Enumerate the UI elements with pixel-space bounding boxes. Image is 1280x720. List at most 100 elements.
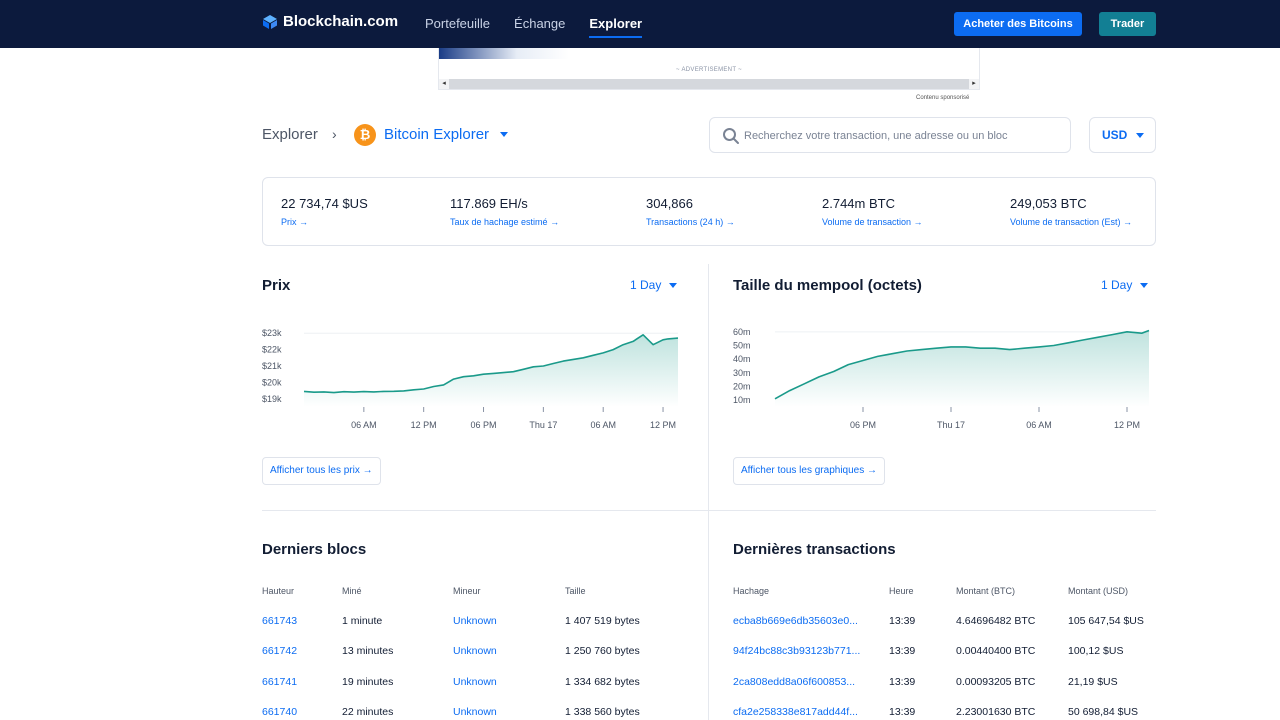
mempool-chart[interactable]: 60m 50m 40m 30m 20m 10m 06 PM Thu 17 06 AM 12 PM xyxy=(727,315,1157,435)
search-box[interactable] xyxy=(709,117,1071,153)
currency-value: USD xyxy=(1102,128,1128,142)
blockchain-logo-icon xyxy=(263,14,277,29)
breadcrumb-explorer[interactable]: Explorer xyxy=(262,126,318,143)
y-tick-label: 60m xyxy=(733,327,751,337)
chevron-down-icon xyxy=(1140,283,1149,289)
block-height-link[interactable]: 661740 xyxy=(262,706,298,718)
column-header-mined: Miné xyxy=(342,586,362,596)
x-tick-label: Thu 17 xyxy=(937,420,965,430)
transaction-amount-usd: 21,19 $US xyxy=(1068,676,1118,688)
stat-value: 22 734,74 $US xyxy=(281,196,368,211)
x-tick-label: Thu 17 xyxy=(529,420,557,430)
breadcrumb-bitcoin-explorer[interactable]: Bitcoin Explorer xyxy=(384,126,490,143)
x-tick-label: 12 PM xyxy=(411,420,437,430)
stat-link[interactable]: Volume de transaction (Est) → xyxy=(1010,217,1133,227)
logo-text: Blockchain.com xyxy=(283,13,399,30)
price-range-select[interactable]: 1 Day xyxy=(630,278,678,292)
range-value: 1 Day xyxy=(630,278,662,292)
stat-value: 117.869 EH/s xyxy=(450,196,528,211)
mempool-range-select[interactable]: 1 Day xyxy=(1101,278,1149,292)
top-navigation-bar: Blockchain.com Portefeuille Échange Expl… xyxy=(0,0,1280,48)
buy-bitcoin-button[interactable]: Acheter des Bitcoins xyxy=(954,12,1082,36)
stat-value: 304,866 xyxy=(646,196,693,211)
block-mined: 13 minutes xyxy=(342,645,394,657)
section-divider xyxy=(262,510,1156,511)
block-miner-link[interactable]: Unknown xyxy=(453,706,497,718)
transaction-hash-link[interactable]: cfa2e258338e817add44f... xyxy=(733,706,858,718)
block-miner-link[interactable]: Unknown xyxy=(453,615,497,627)
y-tick-label: 30m xyxy=(733,368,751,378)
y-tick-label: 40m xyxy=(733,354,751,364)
search-input[interactable] xyxy=(744,126,1062,146)
y-tick-label: $19k xyxy=(262,394,282,404)
column-divider xyxy=(708,264,709,720)
main-nav: Portefeuille Échange Explorer xyxy=(425,0,642,48)
y-tick-label: $21k xyxy=(262,361,282,371)
block-mined: 19 minutes xyxy=(342,676,394,688)
block-height-link[interactable]: 661743 xyxy=(262,615,298,627)
column-header-hash: Hachage xyxy=(733,586,770,596)
y-tick-label: 20m xyxy=(733,382,751,392)
stat-value: 249,053 BTC xyxy=(1010,196,1087,211)
block-height-link[interactable]: 661742 xyxy=(262,645,298,657)
transaction-hash-link[interactable]: 94f24bc88c3b93123b771... xyxy=(733,645,861,657)
ad-label: ~ ADVERTISEMENT ~ xyxy=(676,67,742,73)
bitcoin-icon: ₿ xyxy=(354,124,376,146)
transaction-amount-usd: 105 647,54 $US xyxy=(1068,615,1144,627)
chevron-down-icon[interactable] xyxy=(500,132,508,137)
series-area xyxy=(304,334,678,407)
blockchain-logo[interactable]: Blockchain.com xyxy=(262,13,398,30)
transaction-amount-btc: 4.64696482 BTC xyxy=(956,615,1036,627)
mempool-chart-title: Taille du mempool (octets) xyxy=(733,277,922,294)
scroll-right-icon[interactable]: ▸ xyxy=(969,79,979,89)
nav-echange[interactable]: Échange xyxy=(514,16,566,31)
x-tick-label: 06 AM xyxy=(590,420,616,430)
column-header-time: Heure xyxy=(889,586,914,596)
column-header-miner: Mineur xyxy=(453,586,481,596)
chevron-down-icon xyxy=(669,283,678,289)
series-area xyxy=(775,330,1149,407)
stat-link[interactable]: Prix → xyxy=(281,217,308,227)
currency-select[interactable]: USD xyxy=(1089,117,1156,153)
transaction-hash-link[interactable]: ecba8b669e6db35603e0... xyxy=(733,615,858,627)
series-line xyxy=(774,329,1150,400)
block-mined: 22 minutes xyxy=(342,706,394,718)
column-header-amount-btc: Montant (BTC) xyxy=(956,586,1016,596)
transaction-time: 13:39 xyxy=(889,645,916,657)
stat-transactions: 304,866 Transactions (24 h) → xyxy=(646,196,735,227)
transaction-hash-link[interactable]: 2ca808edd8a06f600853... xyxy=(733,676,856,688)
breadcrumb-separator: › xyxy=(332,126,337,142)
transaction-time: 13:39 xyxy=(889,706,916,718)
stat-link[interactable]: Volume de transaction → xyxy=(822,217,923,227)
block-miner-link[interactable]: Unknown xyxy=(453,645,497,657)
ad-scrollbar[interactable]: ◂ ▸ xyxy=(439,79,979,89)
nav-explorer[interactable]: Explorer xyxy=(589,0,642,48)
y-tick-label: 10m xyxy=(733,395,751,405)
search-icon xyxy=(723,128,739,144)
x-tick-label: 12 PM xyxy=(650,420,676,430)
block-size: 1 334 682 bytes xyxy=(565,676,640,688)
transaction-amount-usd: 50 698,84 $US xyxy=(1068,706,1139,718)
stat-link[interactable]: Taux de hachage estimé → xyxy=(450,217,560,227)
transaction-amount-btc: 2.23001630 BTC xyxy=(956,706,1036,718)
y-tick-label: $20k xyxy=(262,377,282,387)
price-chart[interactable]: $23k $22k $21k $20k $19k 06 AM 12 PM 06 PM Thu 1… xyxy=(256,315,686,435)
y-tick-label: $22k xyxy=(262,345,282,355)
latest-blocks-title: Derniers blocs xyxy=(262,541,367,558)
advertisement-banner[interactable]: ~ ADVERTISEMENT ~ ◂ ▸ xyxy=(438,48,980,90)
block-height-link[interactable]: 661741 xyxy=(262,676,298,688)
stat-link[interactable]: Transactions (24 h) → xyxy=(646,217,735,227)
nav-portefeuille[interactable]: Portefeuille xyxy=(425,16,491,31)
view-all-charts-button[interactable]: Afficher tous les graphiques → xyxy=(733,457,886,485)
stat-hashrate: 117.869 EH/s Taux de hachage estimé → xyxy=(450,196,559,227)
range-value: 1 Day xyxy=(1101,278,1133,292)
block-miner-link[interactable]: Unknown xyxy=(453,676,497,688)
scroll-left-icon[interactable]: ◂ xyxy=(439,79,449,89)
chevron-down-icon xyxy=(1136,133,1144,138)
y-tick-label: $23k xyxy=(262,328,282,338)
column-header-height: Hauteur xyxy=(262,586,295,596)
y-tick-label: 50m xyxy=(733,341,751,351)
view-all-prices-button[interactable]: Afficher tous les prix → xyxy=(262,457,381,485)
price-chart-title: Prix xyxy=(262,277,291,294)
trade-button[interactable]: Trader xyxy=(1099,12,1156,36)
